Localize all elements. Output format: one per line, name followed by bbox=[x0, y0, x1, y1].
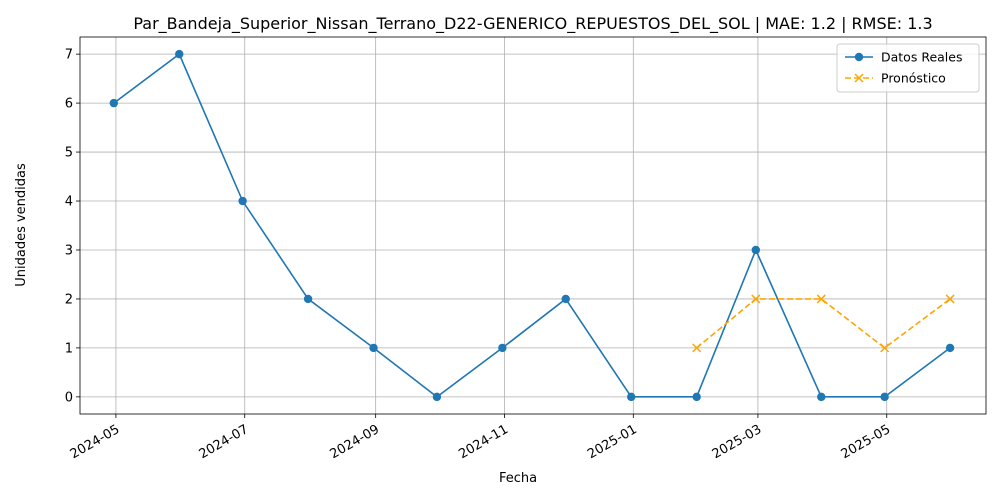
legend-label: Pronóstico bbox=[881, 71, 946, 86]
x-axis-title: Fecha bbox=[499, 471, 537, 486]
y-tick-label: 1 bbox=[65, 341, 73, 356]
forecast-point bbox=[880, 343, 890, 353]
actual-point bbox=[692, 392, 701, 402]
actual-point bbox=[175, 49, 184, 59]
actual-point bbox=[238, 196, 247, 206]
y-axis-title: Unidades vendidas bbox=[14, 163, 29, 287]
y-tick-label: 0 bbox=[65, 390, 73, 405]
grid-lines bbox=[80, 37, 986, 414]
actual-point bbox=[751, 245, 761, 255]
series-forecast bbox=[692, 294, 955, 353]
forecast-point bbox=[945, 294, 955, 304]
actual-point bbox=[817, 392, 826, 402]
legend-swatch-marker bbox=[854, 52, 864, 62]
actual-point bbox=[303, 294, 313, 304]
plot-frame bbox=[79, 36, 987, 415]
legend-swatch-marker bbox=[854, 73, 864, 83]
legend-item: Datos Reales bbox=[845, 50, 962, 65]
forecast-point bbox=[751, 294, 761, 304]
y-tick-label: 3 bbox=[65, 243, 73, 258]
legend: Datos Reales Pronóstico bbox=[836, 43, 980, 93]
actual-point bbox=[109, 98, 118, 108]
actual-point bbox=[561, 294, 570, 304]
legend-item: Pronóstico bbox=[845, 71, 946, 86]
legend-box bbox=[836, 43, 980, 93]
y-tick-label: 6 bbox=[65, 97, 73, 112]
actual-point bbox=[627, 392, 636, 402]
forecast-point bbox=[692, 343, 702, 353]
y-tick-label: 4 bbox=[65, 195, 73, 210]
y-axis: 0 1 2 3 4 5 6 7 bbox=[65, 48, 80, 405]
actual-point bbox=[432, 392, 442, 402]
y-tick-label: 2 bbox=[65, 292, 73, 307]
actual-point bbox=[880, 392, 889, 402]
actual-point bbox=[945, 343, 955, 353]
actual-point bbox=[369, 343, 378, 353]
series-layer bbox=[109, 49, 955, 402]
actual-point bbox=[498, 343, 507, 353]
y-tick-label: 5 bbox=[65, 146, 73, 161]
legend-label: Datos Reales bbox=[881, 50, 962, 65]
actual-line bbox=[113, 52, 951, 398]
series-actual bbox=[109, 49, 955, 402]
y-tick-label: 7 bbox=[65, 48, 73, 63]
forecast-point bbox=[816, 294, 826, 304]
chart-title: Par_Bandeja_Superior_Nissan_Terrano_D22-… bbox=[133, 14, 932, 34]
